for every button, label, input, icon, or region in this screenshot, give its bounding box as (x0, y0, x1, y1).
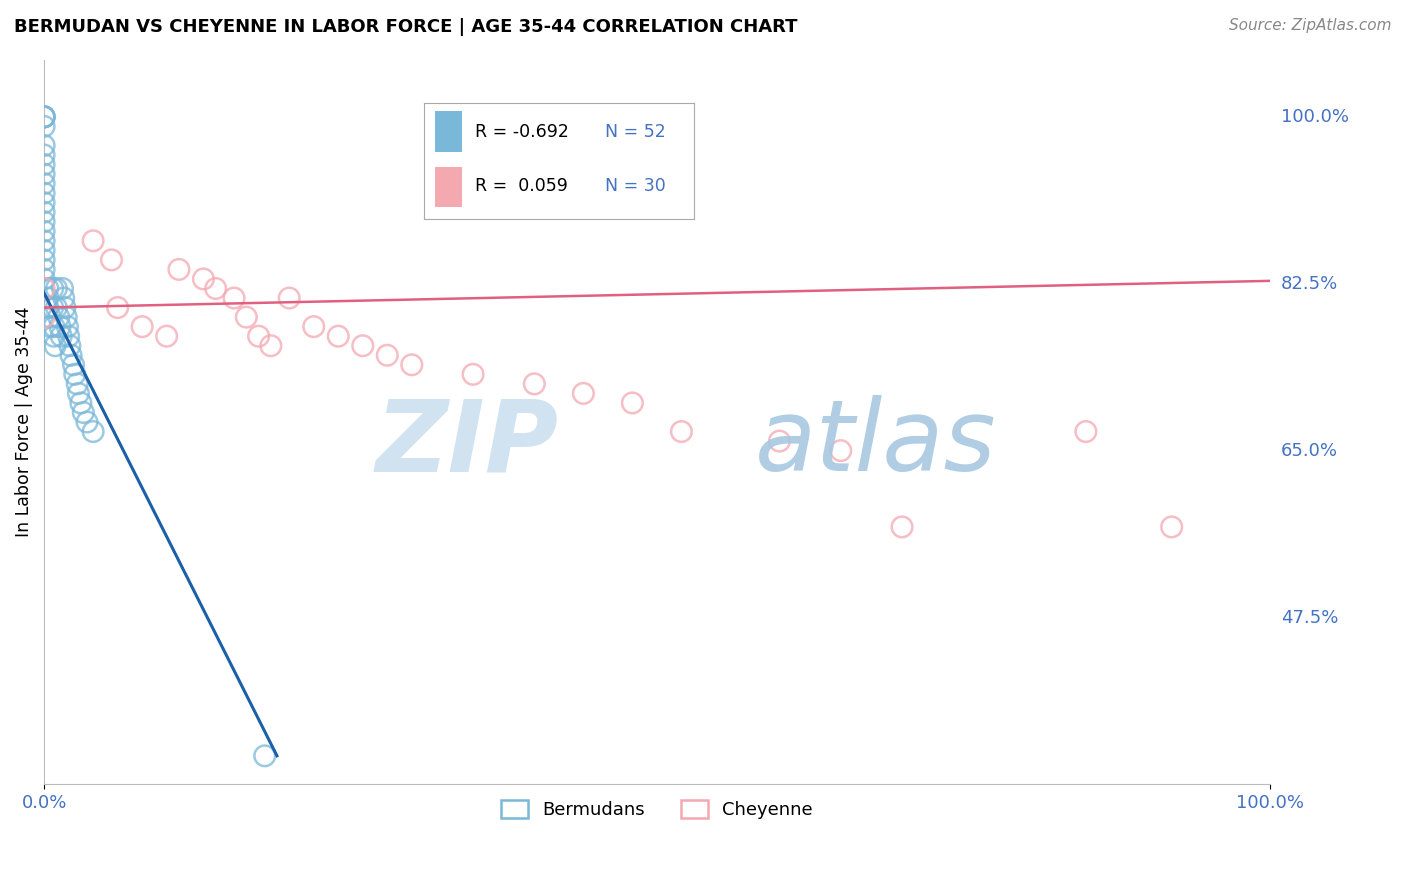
Point (302, 319, 325, 334)
Point (72, 405, 94, 419)
Point (100, 252, 122, 267)
Point (32, 262, 55, 277)
Text: 47.5%: 47.5% (1281, 608, 1339, 626)
Point (32, 110, 55, 124)
Point (45, 281, 67, 295)
Point (37, 301, 59, 315)
Legend: Bermudans, Cheyenne: Bermudans, Cheyenne (494, 792, 820, 826)
Point (247, 329, 270, 343)
Point (58, 329, 80, 343)
Point (193, 272, 215, 286)
Point (32, 252, 55, 267)
Point (131, 319, 153, 334)
Point (32, 110, 55, 124)
Point (62, 358, 84, 372)
Point (32, 110, 55, 124)
Point (44, 339, 66, 353)
Point (278, 291, 301, 305)
Text: atlas: atlas (755, 395, 997, 492)
Point (82, 425, 104, 439)
Point (32, 195, 55, 210)
Point (621, 396, 644, 410)
Point (32, 205, 55, 219)
Point (671, 425, 693, 439)
Point (1160, 520, 1182, 534)
Point (352, 339, 374, 353)
Point (32, 310, 55, 324)
Point (572, 386, 595, 401)
Point (39, 310, 62, 324)
Point (156, 329, 179, 343)
Point (891, 520, 914, 534)
Point (59, 339, 82, 353)
Point (32, 157, 55, 171)
Point (260, 339, 283, 353)
Point (37, 291, 59, 305)
Point (55, 310, 77, 324)
Point (66, 376, 89, 391)
Point (32, 138, 55, 153)
Point (37, 281, 59, 295)
Point (204, 281, 226, 295)
Point (52, 291, 75, 305)
Point (63, 368, 86, 382)
Point (41, 301, 63, 315)
Point (82, 234, 104, 248)
Point (32, 110, 55, 124)
Text: Source: ZipAtlas.com: Source: ZipAtlas.com (1229, 18, 1392, 33)
Text: 100.0%: 100.0% (1281, 108, 1348, 126)
Point (830, 443, 852, 458)
Point (523, 376, 546, 391)
Point (401, 358, 423, 372)
Point (235, 310, 257, 324)
Point (1074, 425, 1097, 439)
Point (70, 396, 93, 410)
Point (32, 186, 55, 201)
Point (49, 319, 72, 334)
Point (42, 329, 65, 343)
Point (32, 234, 55, 248)
Point (51, 281, 73, 295)
Point (32, 244, 55, 258)
Point (167, 262, 190, 277)
Point (32, 215, 55, 229)
Point (375, 348, 398, 362)
Text: 65.0%: 65.0% (1281, 442, 1339, 459)
Point (32, 272, 55, 286)
Point (32, 167, 55, 181)
Point (328, 329, 350, 343)
Point (32, 120, 55, 134)
Point (76, 415, 98, 429)
Point (107, 301, 129, 315)
Point (32, 281, 55, 295)
Point (768, 434, 790, 448)
Point (32, 224, 55, 238)
Point (42, 319, 65, 334)
Text: BERMUDAN VS CHEYENNE IN LABOR FORCE | AGE 35-44 CORRELATION CHART: BERMUDAN VS CHEYENNE IN LABOR FORCE | AG… (14, 18, 797, 36)
Point (32, 177, 55, 191)
Point (222, 291, 245, 305)
Point (56, 319, 79, 334)
Point (41, 281, 63, 295)
Text: 82.5%: 82.5% (1281, 275, 1339, 293)
Point (32, 148, 55, 162)
Point (461, 368, 484, 382)
Point (45, 301, 67, 315)
Point (253, 748, 276, 763)
Point (67, 386, 90, 401)
Point (51, 329, 73, 343)
Text: ZIP: ZIP (375, 395, 558, 492)
Point (39, 319, 62, 334)
Point (60, 348, 83, 362)
Y-axis label: In Labor Force | Age 35-44: In Labor Force | Age 35-44 (15, 307, 32, 537)
Point (48, 310, 70, 324)
Point (53, 301, 76, 315)
